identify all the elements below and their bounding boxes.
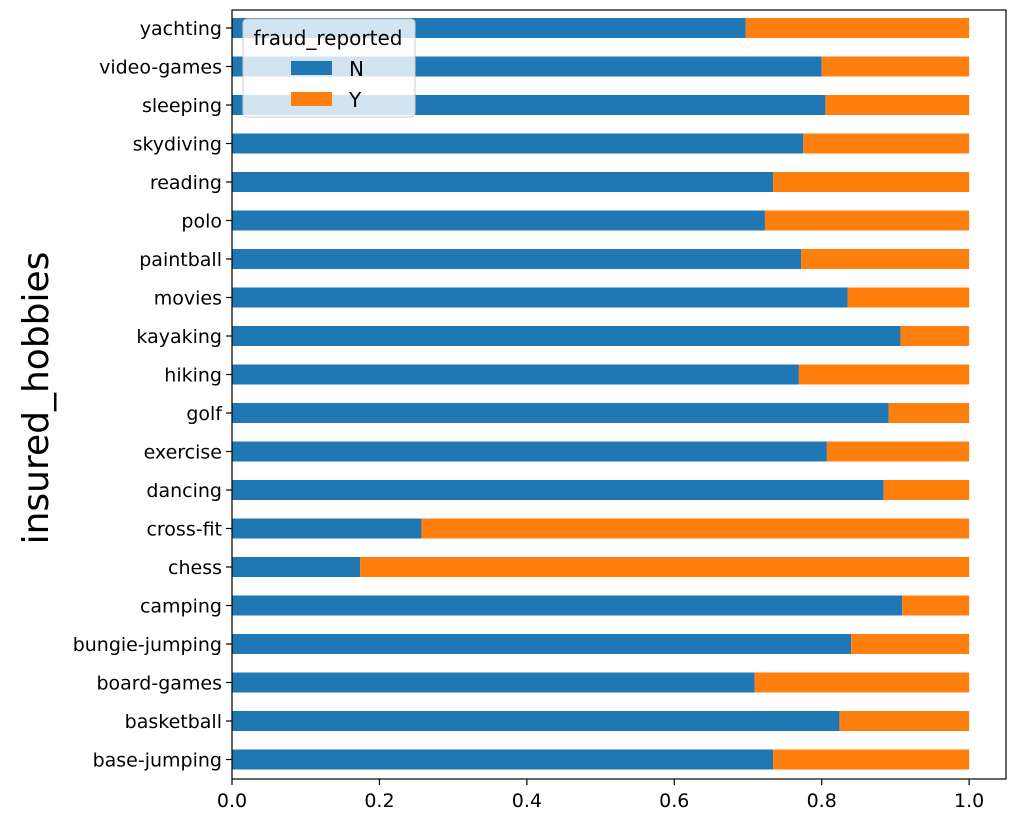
plot-frame	[231, 9, 1007, 780]
y-tick-label-camping: camping	[140, 596, 222, 618]
legend-label-y: Y	[348, 88, 362, 112]
bar-cross-fit-n	[232, 518, 422, 539]
x-tick-label-0-8: 0.8	[807, 790, 837, 812]
bar-dancing-n	[232, 480, 884, 500]
bar-exercise-y	[826, 441, 970, 462]
bar-cross-fit-y	[421, 518, 970, 539]
bar-movies-n	[232, 287, 848, 308]
y-tick-label-reading: reading	[150, 172, 222, 194]
bar-hiking-n	[232, 364, 799, 385]
y-tick-label-cross-fit: cross-fit	[146, 519, 222, 541]
bar-camping-y	[902, 595, 970, 616]
y-tick-label-movies: movies	[154, 288, 222, 310]
y-tick-label-paintball: paintball	[139, 249, 222, 271]
bar-skydiving-y	[803, 133, 970, 154]
bar-chess-n	[232, 557, 361, 577]
bar-camping-n	[232, 595, 903, 616]
bar-yachting-y	[745, 18, 970, 38]
bar-hiking-y	[798, 364, 970, 385]
y-tick-label-kayaking: kayaking	[136, 326, 222, 348]
y-tick-label-skydiving: skydiving	[133, 134, 222, 156]
y-tick-label-sleeping: sleeping	[142, 95, 222, 117]
bar-movies-y	[847, 287, 970, 308]
x-tick-label-1-0: 1.0	[954, 790, 984, 812]
bar-basketball-y	[839, 711, 970, 731]
y-axis-label: insured_hobbies	[16, 252, 57, 545]
y-tick-label-polo: polo	[181, 211, 222, 233]
bar-sleeping-y	[825, 95, 970, 115]
x-axis: 0.0 0.2 0.4 0.6 0.8 1.0	[217, 779, 984, 812]
bar-paintball-y	[801, 249, 970, 269]
legend-title: fraud_reported	[254, 26, 403, 50]
y-tick-label-exercise: exercise	[144, 442, 222, 464]
bar-board-games-y	[754, 672, 970, 693]
bar-board-games-n	[232, 672, 755, 693]
bar-exercise-n	[232, 441, 827, 462]
bar-video-games-y	[821, 56, 970, 77]
y-tick-label-board-games: board-games	[96, 673, 222, 695]
y-tick-label-video-games: video-games	[99, 57, 222, 79]
x-tick-label-0-6: 0.6	[659, 790, 689, 812]
bar-polo-y	[764, 210, 970, 231]
x-tick-label-0-2: 0.2	[364, 790, 394, 812]
legend: fraud_reported N Y	[242, 18, 416, 118]
y-axis: base-jumping basketball board-games bungie-…	[73, 18, 232, 772]
y-tick-label-dancing: dancing	[146, 480, 222, 502]
bar-dancing-y	[883, 480, 970, 500]
x-tick-label-0-0: 0.0	[217, 790, 247, 812]
bar-chess-y	[360, 557, 970, 577]
bar-bungie-jumping-n	[232, 634, 852, 654]
x-tick-label-0-4: 0.4	[512, 790, 542, 812]
y-tick-label-basketball: basketball	[125, 711, 222, 733]
y-tick-label-chess: chess	[168, 557, 222, 579]
bar-bungie-jumping-y	[851, 634, 970, 654]
y-tick-label-hiking: hiking	[164, 365, 222, 387]
bar-kayaking-y	[900, 326, 970, 346]
y-tick-label-yachting: yachting	[140, 18, 222, 40]
bar-skydiving-n	[232, 133, 804, 154]
bar-polo-n	[232, 210, 765, 231]
bar-golf-n	[232, 403, 889, 423]
y-tick-label-base-jumping: base-jumping	[93, 750, 222, 772]
bars-layer	[232, 18, 970, 770]
legend-swatch-n	[291, 61, 332, 75]
bar-base-jumping-n	[232, 749, 774, 770]
bar-base-jumping-y	[773, 749, 970, 770]
bar-kayaking-n	[232, 326, 901, 346]
legend-swatch-y	[291, 92, 332, 106]
y-tick-label-bungie-jumping: bungie-jumping	[73, 634, 222, 656]
bar-reading-n	[232, 172, 774, 192]
bar-paintball-n	[232, 249, 802, 269]
bar-golf-y	[888, 403, 970, 423]
y-tick-label-golf: golf	[186, 403, 223, 425]
bar-basketball-n	[232, 711, 840, 731]
legend-label-n: N	[349, 57, 364, 81]
bar-reading-y	[773, 172, 970, 192]
